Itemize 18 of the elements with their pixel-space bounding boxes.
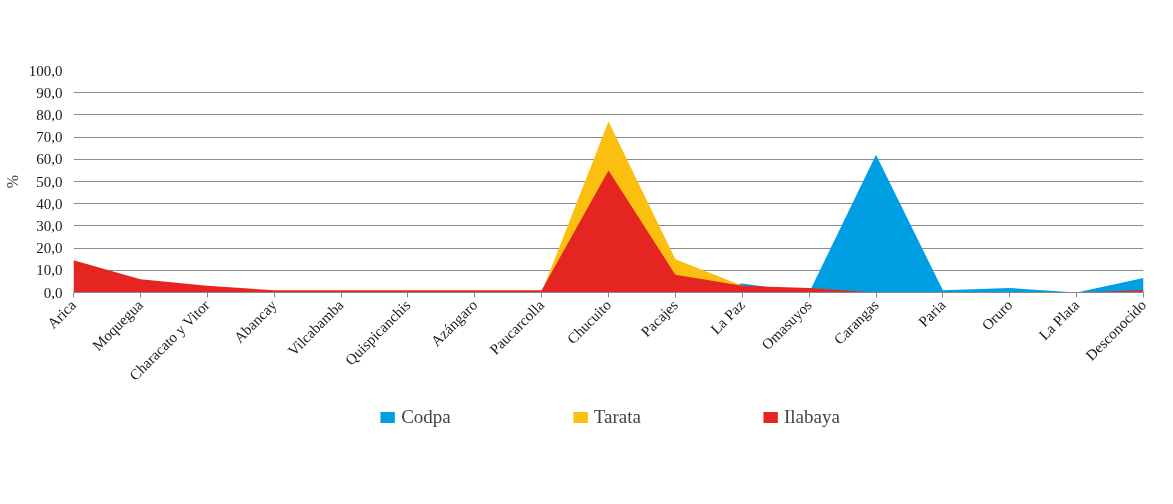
legend-label: Tarata	[593, 406, 641, 428]
y-tick-label: 0,0	[43, 284, 63, 301]
x-tick-label: Paria	[915, 296, 949, 330]
y-tick-label: 50,0	[36, 173, 63, 190]
legend-label: Codpa	[401, 406, 451, 428]
y-tick-label: 80,0	[36, 106, 63, 123]
y-tick-label: 40,0	[36, 195, 63, 212]
y-axis-title: %	[3, 174, 21, 189]
x-tick-label: La Plata	[1035, 296, 1083, 344]
y-tick-label: 10,0	[36, 262, 63, 279]
y-tick-label: 100,0	[28, 62, 63, 79]
y-tick-label: 90,0	[36, 84, 63, 101]
legend-label: Ilabaya	[783, 406, 840, 428]
y-tick-label: 20,0	[36, 240, 63, 257]
y-tick-label: 70,0	[36, 129, 63, 146]
x-tick-label: La Paz	[707, 296, 749, 338]
y-tick-label: 60,0	[36, 151, 63, 168]
y-tick-label: 30,0	[36, 217, 63, 234]
